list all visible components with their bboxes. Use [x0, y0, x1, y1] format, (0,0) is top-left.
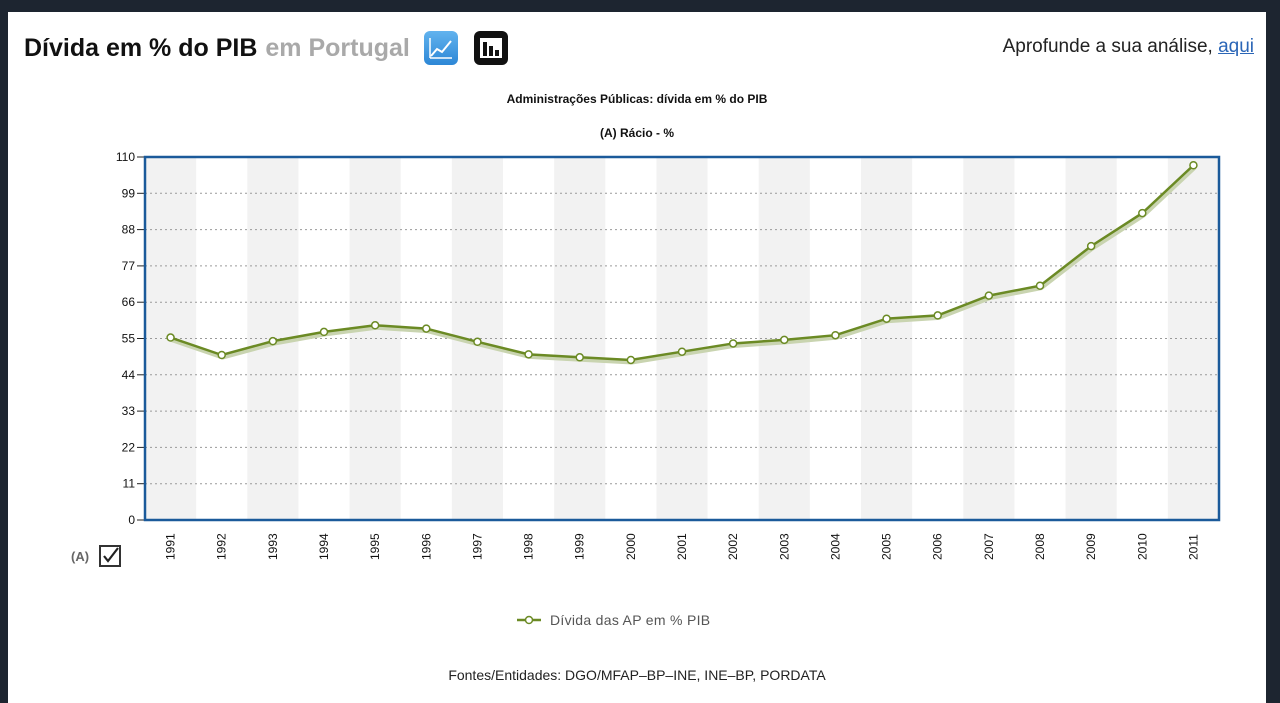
y-tick-label: 0 [128, 513, 135, 527]
bar-chart-icon[interactable] [473, 31, 508, 65]
data-point [1035, 281, 1045, 290]
line-chart: 0 11 22 33 44 55 66 77 88 99 110 1991 1992 1993 1994 19… [116, 150, 1221, 560]
x-tick-label: 2008 [1033, 533, 1047, 560]
y-tick-label: 77 [122, 259, 136, 273]
x-tick-label: 1993 [266, 533, 280, 560]
x-tick-label: 2007 [982, 533, 996, 560]
series-toggle: (A) [71, 545, 122, 567]
x-tick-label: 2010 [1135, 533, 1149, 560]
y-tick-label: 33 [122, 404, 136, 418]
x-tick-label: 1995 [368, 533, 382, 560]
y-tick-label: 99 [122, 186, 136, 200]
header: Dívida em % do PIB em Portugal [24, 31, 508, 65]
checkmark-icon [103, 547, 119, 563]
page-title: Dívida em % do PIB [24, 33, 258, 62]
x-tick-label: 2003 [777, 533, 791, 560]
x-tick-label: 2000 [624, 533, 638, 560]
chart-panel: Dívida em % do PIB em Portugal Aprofunde… [8, 12, 1266, 703]
data-point [677, 347, 687, 356]
chart-legend[interactable]: Dívida das AP em % PIB [516, 612, 710, 628]
data-point [217, 350, 226, 360]
data-point [984, 291, 994, 300]
legend-marker-icon [517, 615, 541, 625]
x-tick-label: 2004 [828, 533, 842, 560]
x-tick-label: 1998 [522, 533, 536, 560]
data-point [370, 321, 380, 330]
deep-analysis-text: Aprofunde a sua análise, [1002, 36, 1213, 57]
data-point [1086, 241, 1096, 251]
data-point [166, 333, 175, 342]
sources-footer: Fontes/Entidades: DGO/MFAP–BP–INE, INE–B… [448, 667, 826, 683]
x-tick-label: 2005 [880, 533, 894, 560]
data-point [626, 355, 636, 365]
y-tick-label: 110 [116, 150, 135, 164]
x-tick-label: 2011 [1186, 534, 1200, 560]
data-point [319, 327, 329, 337]
data-point [831, 330, 840, 340]
data-point [728, 339, 738, 348]
data-point [933, 311, 942, 320]
data-point [575, 353, 584, 362]
y-tick-label: 66 [122, 295, 136, 309]
legend-label: Dívida das AP em % PIB [550, 612, 711, 628]
x-tick-label: 1999 [573, 533, 587, 560]
x-tick-label: 2009 [1084, 533, 1098, 560]
data-point [882, 314, 891, 323]
x-tick-label: 2001 [675, 533, 689, 560]
x-tick-label: 2006 [931, 533, 945, 560]
series-code: (A) [71, 548, 90, 564]
y-tick-label: 22 [122, 440, 136, 454]
x-tick-label: 1992 [215, 533, 229, 560]
y-tick-label: 55 [122, 332, 136, 346]
data-point [780, 335, 789, 345]
x-tick-label: 1996 [419, 533, 433, 560]
y-tick-label: 88 [122, 223, 136, 237]
plot-frame [143, 155, 1221, 522]
data-point [524, 350, 533, 359]
data-point [1138, 208, 1147, 218]
x-tick-label: 2002 [726, 533, 740, 560]
data-point [268, 336, 278, 346]
data-point [1189, 161, 1198, 170]
line-chart-icon[interactable] [423, 31, 458, 65]
data-point [422, 324, 431, 333]
x-tick-label: 1997 [470, 533, 484, 560]
y-tick-label: 11 [123, 477, 136, 491]
y-tick-label: 44 [122, 368, 136, 382]
page-subtitle-country: em Portugal [265, 33, 410, 62]
deep-analysis-link[interactable]: aqui [1218, 36, 1254, 57]
series-checkbox[interactable] [99, 545, 122, 567]
deep-analysis-link-wrap: Aprofunde a sua análise, aqui [1003, 36, 1254, 58]
x-tick-label: 1994 [317, 533, 331, 560]
x-tick-label: 1991 [164, 533, 178, 560]
chart-subtitle: (A) Rácio - % [599, 126, 674, 140]
chart-title: Administrações Públicas: dívida em % do … [506, 92, 768, 106]
data-point [473, 337, 482, 347]
